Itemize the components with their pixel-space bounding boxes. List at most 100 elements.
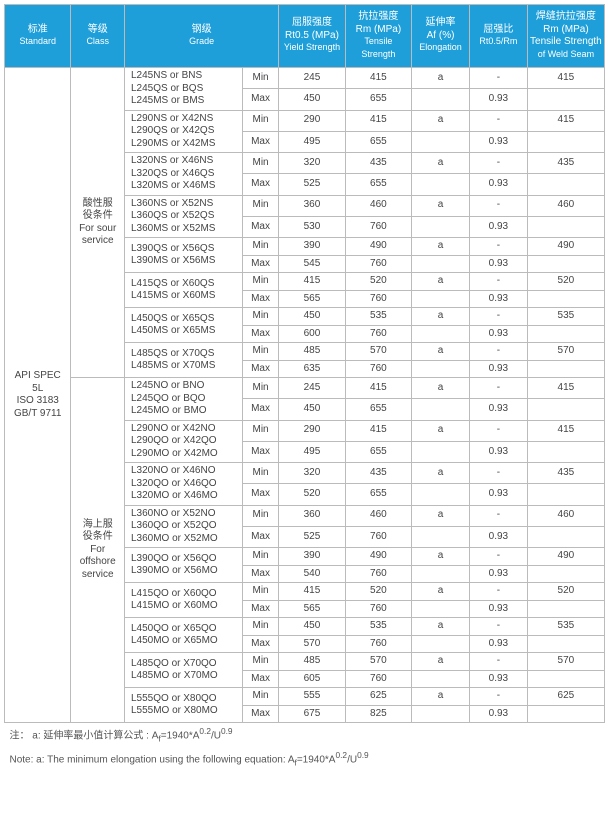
value-cell: 390 [279,548,345,566]
col-header-4: 屈服强度Rt0.5 (MPa)Yield Strength [279,5,345,68]
value-cell: 0.93 [469,399,527,420]
value-cell: 535 [527,618,604,636]
value-cell [412,131,470,152]
min-label: Min [242,548,278,566]
value-cell: - [469,463,527,484]
value-cell [412,216,470,237]
value-cell: 0.93 [469,670,527,688]
max-label: Max [242,174,278,195]
value-cell: - [469,653,527,671]
value-cell: 520 [527,273,604,291]
col-header-7: 屈强比Rt0.5/Rm [469,5,527,68]
value-cell: 760 [345,255,411,273]
value-cell [412,705,470,723]
col-header-8: 焊缝抗拉强度Rm (MPa)Tensile Strengthof Weld Se… [527,5,604,68]
value-cell [412,526,470,547]
value-cell: 0.93 [469,441,527,462]
note-text: 注： a: 延伸率最小值计算公式 : Af=1940*A0.2/U0.9 [5,723,605,747]
grade-cell: L390QS or X56QSL390MS or X56MS [124,238,242,273]
value-cell: 525 [279,174,345,195]
value-cell [527,216,604,237]
value-cell [412,89,470,110]
grade-cell: L485QS or X70QSL485MS or X70MS [124,343,242,378]
value-cell: 0.93 [469,600,527,618]
value-cell: 565 [279,290,345,308]
value-cell [527,290,604,308]
value-cell: 760 [345,600,411,618]
grade-cell: L290NO or X42NOL290QO or X42QOL290MO or … [124,420,242,463]
value-cell: 760 [345,360,411,378]
value-cell: 320 [279,463,345,484]
value-cell: - [469,68,527,89]
value-cell [412,484,470,505]
value-cell: 490 [527,548,604,566]
value-cell: 320 [279,153,345,174]
value-cell: - [469,110,527,131]
max-label: Max [242,565,278,583]
value-cell: - [469,420,527,441]
value-cell: 415 [527,378,604,399]
value-cell: a [412,548,470,566]
value-cell: 415 [345,420,411,441]
value-cell: 520 [345,273,411,291]
value-cell: a [412,308,470,326]
value-cell: - [469,583,527,601]
value-cell [527,565,604,583]
table-row: 海上服役条件ForoffshoreserviceL245NO or BNOL24… [5,378,605,399]
value-cell: 415 [279,273,345,291]
value-cell: 0.93 [469,565,527,583]
grade-cell: L415QS or X60QSL415MS or X60MS [124,273,242,308]
grade-cell: L555QO or X80QOL555MO or X80MO [124,688,242,723]
table-header: 标准Standard等级Class钢级Grade屈服强度Rt0.5 (MPa)Y… [5,5,605,68]
value-cell: 520 [527,583,604,601]
value-cell: a [412,195,470,216]
value-cell [527,670,604,688]
value-cell: 0.93 [469,255,527,273]
min-label: Min [242,653,278,671]
value-cell: - [469,688,527,706]
value-cell: - [469,505,527,526]
value-cell: 415 [345,378,411,399]
max-label: Max [242,484,278,505]
value-cell: 655 [345,441,411,462]
value-cell: 290 [279,420,345,441]
value-cell: 390 [279,238,345,256]
value-cell: 545 [279,255,345,273]
value-cell: 415 [345,110,411,131]
min-label: Min [242,238,278,256]
value-cell: a [412,653,470,671]
value-cell: 520 [345,583,411,601]
min-label: Min [242,688,278,706]
note-text: Note: a: The minimum elongation using th… [5,747,605,771]
col-header-0: 标准Standard [5,5,71,68]
value-cell: 415 [527,110,604,131]
grade-cell: L390QO or X56QOL390MO or X56MO [124,548,242,583]
value-cell [527,325,604,343]
value-cell: 655 [345,484,411,505]
grade-cell: L245NS or BNSL245QS or BQSL245MS or BMS [124,68,242,111]
value-cell: - [469,618,527,636]
value-cell: 760 [345,216,411,237]
value-cell: 460 [527,195,604,216]
value-cell: 495 [279,131,345,152]
grade-cell: L450QS or X65QSL450MS or X65MS [124,308,242,343]
value-cell: 415 [527,420,604,441]
value-cell: 490 [345,548,411,566]
value-cell [412,360,470,378]
max-label: Max [242,89,278,110]
value-cell [412,441,470,462]
value-cell [412,399,470,420]
value-cell: 0.93 [469,705,527,723]
value-cell: 485 [279,653,345,671]
value-cell [527,600,604,618]
max-label: Max [242,216,278,237]
value-cell: 435 [527,463,604,484]
value-cell [412,255,470,273]
min-label: Min [242,308,278,326]
value-cell [412,565,470,583]
grade-cell: L415QO or X60QOL415MO or X60MO [124,583,242,618]
value-cell: 570 [345,653,411,671]
grade-cell: L290NS or X42NSL290QS or X42QSL290MS or … [124,110,242,153]
value-cell [527,484,604,505]
value-cell: 460 [345,195,411,216]
